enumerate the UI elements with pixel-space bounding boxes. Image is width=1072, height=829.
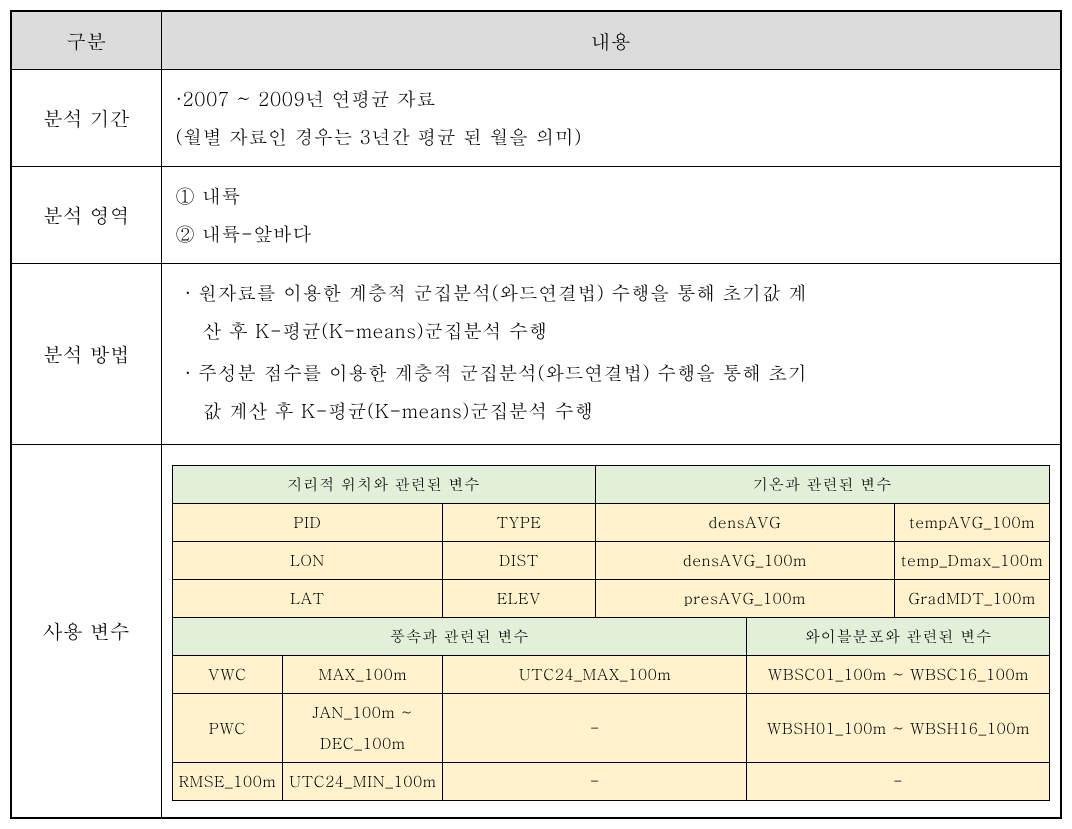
cell-r6c1: PWC — [172, 694, 282, 763]
var-grouprow-2: 풍속과 관련된 변수 와이블분포와 관련된 변수 — [172, 618, 1050, 656]
content-period: ·2007 ~ 2009년 연평균 자료 (월별 자료인 경우는 3년간 평균 … — [161, 70, 1061, 167]
cell-r5c3: UTC24_MAX_100m — [443, 656, 747, 694]
period-line1: ·2007 ~ 2009년 연평균 자료 — [176, 80, 1047, 118]
period-line2: (월별 자료인 경우는 3년간 평균 된 월을 의미) — [176, 118, 1047, 156]
cell-r6c3: - — [443, 694, 747, 763]
var-row-7: RMSE_100m UTC24_MIN_100m - - — [172, 763, 1050, 801]
cell-r3c1: LAT — [172, 580, 443, 618]
var-grouprow-1: 지리적 위치와 관련된 변수 기온과 관련된 변수 — [172, 466, 1050, 504]
cell-r6c4: WBSH01_100m ~ WBSH16_100m — [747, 694, 1050, 763]
method-item2: 주성분 점수를 이용한 계층적 군집분석(와드연결법) 수행을 통해 초기 값 … — [204, 354, 1047, 430]
cell-r1c4: tempAVG_100m — [894, 504, 1049, 542]
method-item2-a: 주성분 점수를 이용한 계층적 군집분석(와드연결법) 수행을 통해 초기 — [198, 359, 807, 386]
content-area: ① 내륙 ② 내륙-앞바다 — [161, 167, 1061, 264]
label-period: 분석 기간 — [11, 70, 161, 167]
method-item1-b: 산 후 K-평균(K-means)군집분석 수행 — [204, 312, 1047, 350]
method-item1-a: 원자료를 이용한 계층적 군집분석(와드연결법) 수행을 통해 초기값 계 — [198, 279, 807, 306]
cell-r7c3: - — [443, 763, 747, 801]
area-line2: ② 내륙-앞바다 — [176, 215, 1047, 253]
method-item2-b: 값 계산 후 K-평균(K-means)군집분석 수행 — [204, 392, 1047, 430]
cell-r1c3: densAVG — [595, 504, 894, 542]
var-row-6: PWC JAN_100m ~ DEC_100m - WBSH01_100m ~ … — [172, 694, 1050, 763]
cell-r5c2: MAX_100m — [282, 656, 442, 694]
cell-r3c3: presAVG_100m — [595, 580, 894, 618]
content-vars: 지리적 위치와 관련된 변수 기온과 관련된 변수 PID TYPE densA… — [161, 445, 1061, 819]
cell-r2c2: DIST — [443, 542, 595, 580]
method-list: 원자료를 이용한 계층적 군집분석(와드연결법) 수행을 통해 초기값 계 산 … — [176, 274, 1047, 430]
content-method: 원자료를 이용한 계층적 군집분석(와드연결법) 수행을 통해 초기값 계 산 … — [161, 264, 1061, 445]
grp-temp: 기온과 관련된 변수 — [595, 466, 1049, 504]
var-row-3: LAT ELEV presAVG_100m GradMDT_100m — [172, 580, 1050, 618]
cell-r7c2: UTC24_MIN_100m — [282, 763, 442, 801]
cell-r6c2: JAN_100m ~ DEC_100m — [282, 694, 442, 763]
cell-r3c2: ELEV — [443, 580, 595, 618]
var-row-5: VWC MAX_100m UTC24_MAX_100m WBSC01_100m … — [172, 656, 1050, 694]
main-table: 구분 내용 분석 기간 ·2007 ~ 2009년 연평균 자료 (월별 자료인… — [10, 10, 1062, 819]
cell-r7c4: - — [747, 763, 1050, 801]
cell-r1c1: PID — [172, 504, 443, 542]
row-area: 분석 영역 ① 내륙 ② 내륙-앞바다 — [11, 167, 1061, 264]
row-method: 분석 방법 원자료를 이용한 계층적 군집분석(와드연결법) 수행을 통해 초기… — [11, 264, 1061, 445]
cell-r5c4: WBSC01_100m ~ WBSC16_100m — [747, 656, 1050, 694]
cell-r2c1: LON — [172, 542, 443, 580]
grp-wind: 풍속과 관련된 변수 — [172, 618, 747, 656]
row-period: 분석 기간 ·2007 ~ 2009년 연평균 자료 (월별 자료인 경우는 3… — [11, 70, 1061, 167]
header-col1: 구분 — [11, 11, 161, 70]
cell-r2c3: densAVG_100m — [595, 542, 894, 580]
row-vars: 사용 변수 지리적 위치와 관련된 변수 기온과 관련된 변수 PID TYPE — [11, 445, 1061, 819]
var-row-2: LON DIST densAVG_100m temp_Dmax_100m — [172, 542, 1050, 580]
label-vars: 사용 변수 — [11, 445, 161, 819]
var-row-1: PID TYPE densAVG tempAVG_100m — [172, 504, 1050, 542]
var-table: 지리적 위치와 관련된 변수 기온과 관련된 변수 PID TYPE densA… — [172, 465, 1051, 801]
area-line1: ① 내륙 — [176, 177, 1047, 215]
header-row: 구분 내용 — [11, 11, 1061, 70]
cell-r1c2: TYPE — [443, 504, 595, 542]
grp-geo: 지리적 위치와 관련된 변수 — [172, 466, 595, 504]
cell-r3c4: GradMDT_100m — [894, 580, 1049, 618]
cell-r2c4: temp_Dmax_100m — [894, 542, 1049, 580]
cell-r7c1: RMSE_100m — [172, 763, 282, 801]
grp-weibull: 와이블분포와 관련된 변수 — [747, 618, 1050, 656]
method-item1: 원자료를 이용한 계층적 군집분석(와드연결법) 수행을 통해 초기값 계 산 … — [204, 274, 1047, 350]
cell-r5c1: VWC — [172, 656, 282, 694]
label-method: 분석 방법 — [11, 264, 161, 445]
label-area: 분석 영역 — [11, 167, 161, 264]
header-col2: 내용 — [161, 11, 1061, 70]
